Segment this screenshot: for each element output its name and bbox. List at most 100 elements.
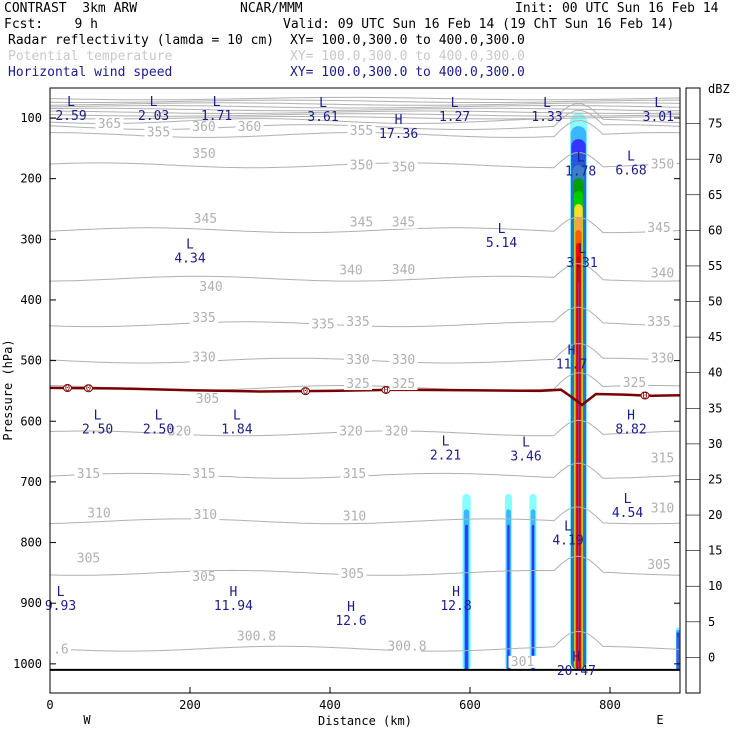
- wind-extremum-value: 1.78: [565, 165, 596, 180]
- theta-label: 305: [647, 558, 670, 573]
- wind-extremum-value: 2.50: [82, 422, 113, 437]
- freezing-level-label: 0: [65, 384, 70, 394]
- theta-label: 301: [511, 655, 534, 670]
- freezing-level-line: [50, 386, 680, 407]
- theta-label-bg: [309, 318, 337, 331]
- wind-extremum-low: L: [94, 408, 102, 423]
- theta-label: 335: [346, 315, 369, 330]
- wind-extremum-value: 11.94: [214, 599, 253, 614]
- y-tick-label: 100: [20, 111, 42, 125]
- wind-extremum-value: 5.14: [486, 236, 517, 251]
- theta-contour-340: [50, 263, 680, 282]
- theta-label: 300.8: [237, 629, 276, 644]
- y-tick-label: 300: [20, 232, 42, 246]
- theta-label-bg: [144, 126, 173, 139]
- wind-extremum-low: L: [624, 492, 632, 507]
- reflectivity-cell-0: [465, 524, 468, 670]
- wind-extremum-low: L: [522, 436, 530, 451]
- theta-label: 330: [651, 352, 674, 367]
- colorbar-label: 15: [708, 544, 722, 558]
- theta-label: 340: [199, 280, 222, 295]
- theta-label-bg: [165, 425, 194, 438]
- theta-contour-upper: [50, 102, 680, 106]
- x-tick-label: 800: [599, 698, 621, 712]
- theta-label-bg: [340, 467, 369, 480]
- theta-label-bg: [347, 216, 376, 229]
- freezing-level-label: 0: [86, 384, 91, 394]
- freezing-level-label: 0: [303, 387, 308, 397]
- wind-extremum-high: H: [395, 113, 403, 128]
- theta-contour-310: [50, 506, 680, 525]
- y-tick-label: 600: [20, 414, 42, 428]
- theta-label: 355: [350, 124, 373, 139]
- field-name-theta: Potential temperature: [8, 49, 173, 64]
- theta-label: 305: [192, 570, 215, 585]
- wind-extremum-value: 2.50: [143, 422, 174, 437]
- wind-extremum-value: 4.54: [612, 506, 643, 521]
- theta-label-bg: [382, 425, 411, 438]
- colorbar-label: 10: [708, 579, 722, 593]
- colorbar-label: 40: [708, 366, 722, 380]
- theta-label: 335: [311, 318, 334, 333]
- theta-contour-upper: [50, 113, 680, 117]
- colorbar-label: 20: [708, 508, 722, 522]
- wind-extremum-low: L: [498, 222, 506, 237]
- wind-extremum-value: 9.93: [45, 599, 76, 614]
- theta-label-bg: [197, 281, 225, 294]
- theta-label: 345: [194, 212, 217, 227]
- field-xy-theta: XY= 100.0,300.0 to 400.0,300.0: [290, 49, 525, 64]
- east-endpoint: E: [656, 713, 663, 727]
- theta-label-bg: [85, 507, 113, 520]
- theta-label-bg: [190, 311, 218, 324]
- theta-label-bg: [347, 159, 376, 172]
- colorbar-label: 60: [708, 223, 722, 237]
- theta-contour-upper: [50, 96, 680, 101]
- theta-label: 330: [392, 353, 415, 368]
- wind-extremum-low: L: [543, 96, 551, 111]
- theta-label: 300.8: [387, 640, 426, 655]
- wind-extremum-value: 3.01: [643, 110, 674, 125]
- theta-label-bg: [191, 509, 220, 522]
- colorbar-label: 70: [708, 152, 722, 166]
- theta-label-bg: [242, 630, 271, 643]
- wind-extremum-low: L: [57, 585, 65, 600]
- theta-label: 350: [392, 161, 415, 176]
- freezing-level-marker: [640, 391, 650, 400]
- colorbar-label: 25: [708, 472, 722, 486]
- theta-label-bg: [508, 655, 537, 668]
- theta-label: 360: [192, 120, 215, 135]
- freezing-level-label: 0: [642, 391, 647, 401]
- theta-label-bg: [340, 510, 369, 523]
- theta-label-layer: 365 360 360 355 355 350 350 350 350 345 345 345 345 3…: [50, 117, 677, 670]
- y-tick-label: 800: [20, 536, 42, 550]
- plot-frame: [49, 87, 681, 694]
- theta-contour-upper: [50, 105, 680, 109]
- theta-label: 325: [346, 377, 369, 392]
- theta-label-bg: [337, 425, 365, 438]
- wind-extremum-low: L: [564, 519, 572, 534]
- theta-label-bg: [193, 393, 222, 406]
- theta-label: 325: [623, 376, 646, 391]
- x-tick-label: 400: [319, 698, 341, 712]
- wind-extremum-value: 1.27: [439, 110, 470, 125]
- wind-extremum-low: L: [186, 237, 194, 252]
- theta-label-bg: [190, 351, 218, 364]
- wind-extremum-value: 3.46: [510, 450, 541, 465]
- valid-time: Valid: 09 UTC Sun 16 Feb 14 (19 ChT Sun …: [283, 17, 675, 32]
- wind-extremum-low: L: [442, 435, 450, 450]
- model-title: CONTRAST 3km ARW: [4, 1, 138, 16]
- wind-extremum-high: H: [568, 344, 576, 359]
- theta-contour-upper: [50, 110, 680, 115]
- colorbar-label: 65: [708, 188, 722, 202]
- wind-extremum-high: H: [452, 585, 460, 600]
- theta-contour-300.8: [50, 630, 680, 652]
- colorbar-label: 55: [708, 259, 722, 273]
- theta-contour-upper: [50, 116, 680, 120]
- x-axis-label: Distance (km): [318, 714, 412, 728]
- theta-label: 330: [346, 353, 369, 368]
- colorbar-label: 35: [708, 401, 722, 415]
- wind-extremum-value: 4.19: [552, 533, 583, 548]
- colorbar-label: 45: [708, 330, 722, 344]
